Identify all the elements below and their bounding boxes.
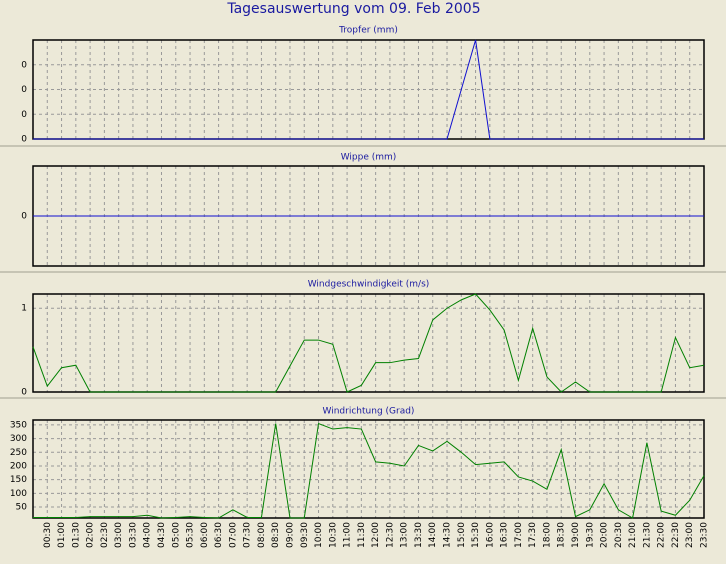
y-tick-label: 250 [10,448,27,458]
x-tick-label: 19:30 [585,522,595,548]
x-tick-label: 05:30 [186,522,196,548]
x-tick-label: 16:00 [485,522,495,548]
plot-frame [32,419,705,519]
x-tick-label: 20:00 [600,522,610,548]
x-tick-label: 20:30 [614,522,624,548]
chart-title: Tagesauswertung vom 09. Feb 2005 [226,1,480,17]
x-tick-label: 23:30 [700,522,710,548]
x-tick-label: 01:30 [71,522,81,548]
x-tick-label: 13:00 [400,522,410,548]
y-tick-label: 0 [21,85,27,95]
y-tick-label: 300 [10,434,27,444]
x-tick-label: 10:30 [328,522,338,548]
x-tick-label: 21:00 [628,522,638,548]
panel-title: Windgeschwindigkeit (m/s) [308,280,430,290]
data-line [33,39,704,140]
data-line [33,422,705,519]
x-tick-label: 07:30 [243,522,253,548]
x-tick-label: 12:30 [385,522,395,548]
x-tick-label: 11:30 [357,522,367,548]
x-tick-label: 16:30 [500,522,510,548]
y-tick-label: 50 [16,503,28,513]
x-tick-label: 18:00 [542,522,552,548]
x-tick-label: 23:00 [685,522,695,548]
x-tick-label: 04:30 [157,522,167,548]
y-tick-label: 0 [21,135,27,145]
panel-title: Wippe (mm) [341,153,397,163]
panel-title: Tropfer (mm) [338,26,398,36]
x-tick-label: 04:00 [143,522,153,548]
x-tick-label: 12:00 [371,522,381,548]
x-tick-label: 08:30 [271,522,281,548]
y-tick-label: 0 [21,388,27,398]
panel-title: Windrichtung (Grad) [323,407,415,417]
y-tick-label: 150 [10,475,27,485]
x-tick-label: 10:00 [314,522,324,548]
x-tick-label: 02:30 [100,522,110,548]
x-tick-label: 22:30 [671,522,681,548]
y-tick-label: 350 [10,420,27,430]
x-tick-label: 11:00 [343,522,353,548]
x-tick-label: 21:30 [642,522,652,548]
x-tick-label: 06:00 [200,522,210,548]
x-tick-label: 15:30 [471,522,481,548]
x-tick-label: 08:00 [257,522,267,548]
y-tick-label: 0 [21,110,27,120]
y-tick-label: 0 [21,60,27,70]
x-tick-label: 05:00 [171,522,181,548]
y-tick-label: 200 [10,461,27,471]
x-tick-label: 19:00 [571,522,581,548]
x-tick-label: 14:00 [428,522,438,548]
x-tick-label: 14:30 [443,522,453,548]
x-tick-label: 00:30 [43,522,53,548]
x-tick-label: 15:00 [457,522,467,548]
x-tick-label: 03:30 [128,522,138,548]
x-tick-label: 22:00 [657,522,667,548]
x-tick-label: 02:00 [86,522,96,548]
x-tick-label: 13:30 [414,522,424,548]
x-tick-label: 06:30 [214,522,224,548]
x-tick-label: 18:30 [557,522,567,548]
x-tick-label: 01:00 [57,522,67,548]
y-tick-label: 100 [10,489,27,499]
x-tick-label: 07:00 [228,522,238,548]
x-tick-label: 09:00 [285,522,295,548]
x-tick-label: 03:00 [114,522,124,548]
y-tick-label: 1 [21,304,27,314]
plot-frame [32,293,705,393]
x-tick-label: 17:00 [514,522,524,548]
x-tick-label: 09:30 [300,522,310,548]
x-tick-label: 17:30 [528,522,538,548]
data-line [32,293,705,393]
y-tick-label: 0 [21,212,27,222]
